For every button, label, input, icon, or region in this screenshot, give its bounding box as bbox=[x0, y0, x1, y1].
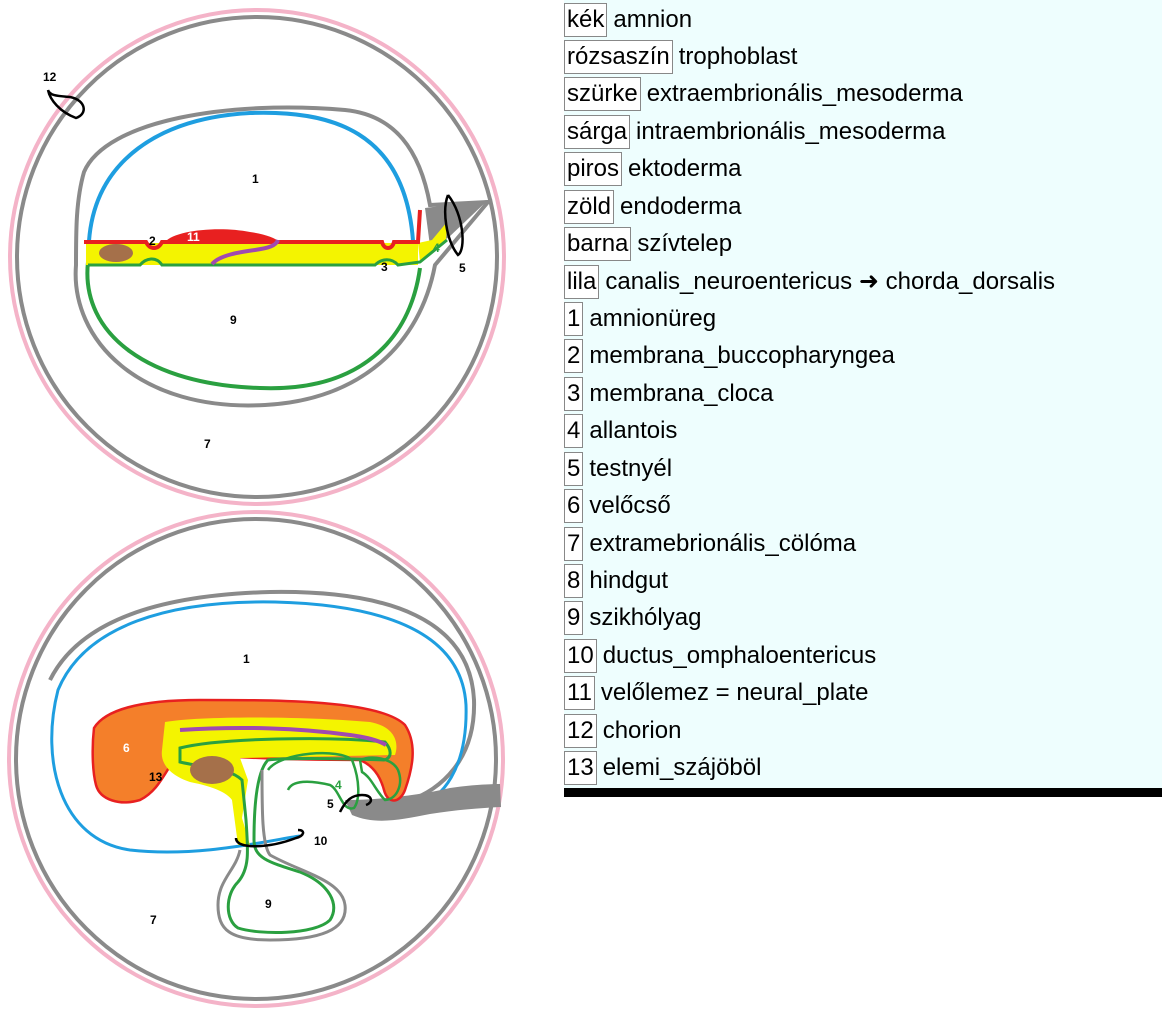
legend-key: 12 bbox=[564, 714, 597, 748]
legend-label: membrana_buccopharyngea bbox=[589, 342, 895, 369]
legend-row: 11 velőlemez = neural_plate bbox=[564, 673, 868, 710]
top-label-9: 9 bbox=[230, 313, 237, 327]
legend-key: 9 bbox=[564, 601, 583, 635]
embryo-diagram: 1 2 11 3 4 5 9 7 12 bbox=[0, 0, 564, 1018]
legend-key: kék bbox=[564, 3, 607, 37]
top-label-7: 7 bbox=[204, 437, 211, 451]
legend-row: 12 chorion bbox=[564, 711, 681, 748]
top-label-2: 2 bbox=[149, 234, 156, 248]
legend-label: elemi_szájöböl bbox=[603, 754, 762, 781]
legend-label: velőlemez = neural_plate bbox=[601, 679, 869, 706]
legend-label: membrana_cloca bbox=[589, 380, 773, 407]
legend-key: zöld bbox=[564, 190, 614, 224]
legend-key: 4 bbox=[564, 414, 583, 448]
top-label-5: 5 bbox=[459, 261, 466, 275]
legend-row: 2 membrana_buccopharyngea bbox=[564, 336, 895, 373]
legend-key: 5 bbox=[564, 452, 583, 486]
legend-panel: kék amnion rózsaszín trophoblast szürke ext… bbox=[564, 0, 1162, 791]
top-embryo: 1 2 11 3 4 5 9 7 12 bbox=[10, 10, 504, 504]
legend-row: 3 membrana_cloca bbox=[564, 374, 773, 411]
legend-key: 3 bbox=[564, 377, 583, 411]
legend-label: amnionüreg bbox=[589, 305, 716, 332]
legend-label: szikhólyag bbox=[589, 604, 701, 631]
legend-key: 6 bbox=[564, 489, 583, 523]
top-neural-plate bbox=[165, 229, 280, 242]
legend-label: velőcső bbox=[589, 492, 670, 519]
legend-label: testnyél bbox=[589, 455, 672, 482]
bottom-label-13: 13 bbox=[149, 770, 163, 784]
legend-label: ductus_omphaloentericus bbox=[603, 642, 877, 669]
legend-bottom-divider bbox=[564, 788, 1162, 797]
legend-row: 13 elemi_szájöböl bbox=[564, 748, 761, 785]
legend-label: trophoblast bbox=[679, 43, 798, 70]
legend-key: 13 bbox=[564, 751, 597, 785]
legend-row: 10 ductus_omphaloentericus bbox=[564, 636, 876, 673]
legend-key: barna bbox=[564, 227, 631, 261]
legend-row: 5 testnyél bbox=[564, 449, 672, 486]
legend-row: kék amnion bbox=[564, 0, 692, 37]
legend-label: intraembrionális_mesoderma bbox=[636, 118, 945, 145]
top-label-12: 12 bbox=[43, 70, 57, 84]
legend-key: lila bbox=[564, 265, 599, 299]
bottom-label-1: 1 bbox=[243, 652, 250, 666]
legend-key: 8 bbox=[564, 564, 583, 598]
top-label-3: 3 bbox=[381, 260, 388, 274]
legend-row: 7 extramebrionális_cölóma bbox=[564, 524, 856, 561]
bottom-label-6: 6 bbox=[123, 741, 130, 755]
legend-key: 10 bbox=[564, 639, 597, 673]
legend-key: rózsaszín bbox=[564, 40, 673, 74]
legend-label: hindgut bbox=[589, 567, 668, 594]
legend-row: zöld endoderma bbox=[564, 187, 741, 224]
legend-row: 4 allantois bbox=[564, 411, 677, 448]
top-intraembryonic-mesoderm bbox=[86, 243, 418, 265]
bottom-embryo: 1 6 13 4 5 10 9 7 bbox=[9, 512, 503, 1006]
legend-key: 1 bbox=[564, 302, 583, 336]
top-ectoderm bbox=[84, 210, 420, 248]
legend-row: 1 amnionüreg bbox=[564, 299, 716, 336]
bottom-label-4: 4 bbox=[335, 778, 342, 792]
legend-row: 6 velőcső bbox=[564, 486, 671, 523]
legend-key: sárga bbox=[564, 115, 630, 149]
bottom-label-10: 10 bbox=[314, 834, 328, 848]
top-label-1: 1 bbox=[252, 172, 259, 186]
legend-row: lila canalis_neuroentericus ➜ chorda_dors… bbox=[564, 262, 1055, 299]
legend-key: piros bbox=[564, 152, 622, 186]
bottom-allantois bbox=[268, 753, 358, 808]
legend-label: extramebrionális_cölóma bbox=[589, 530, 856, 557]
top-heart-primordium bbox=[99, 244, 133, 262]
legend-key: 7 bbox=[564, 527, 583, 561]
legend-key: 2 bbox=[564, 339, 583, 373]
legend-label: ektoderma bbox=[628, 155, 741, 182]
legend-row: rózsaszín trophoblast bbox=[564, 37, 797, 74]
legend-row: szürke extraembrionális_mesoderma bbox=[564, 74, 963, 111]
legend-row: sárga intraembrionális_mesoderma bbox=[564, 112, 946, 149]
legend-key: 11 bbox=[564, 676, 595, 710]
legend-row: piros ektoderma bbox=[564, 149, 741, 186]
legend-label: canalis_neuroentericus ➜ chorda_dorsalis bbox=[605, 268, 1055, 295]
legend-label: extraembrionális_mesoderma bbox=[647, 80, 963, 107]
legend-label: allantois bbox=[589, 417, 677, 444]
legend-label: endoderma bbox=[620, 193, 741, 220]
bottom-label-9: 9 bbox=[265, 897, 272, 911]
legend-label: amnion bbox=[613, 6, 692, 33]
bottom-label-5: 5 bbox=[327, 797, 334, 811]
bottom-label-7: 7 bbox=[150, 913, 157, 927]
legend-label: chorion bbox=[603, 717, 682, 744]
legend-row: 9 szikhólyag bbox=[564, 598, 701, 635]
top-label-4: 4 bbox=[433, 241, 440, 255]
bottom-heart-primordium bbox=[190, 756, 234, 784]
legend-row: barna szívtelep bbox=[564, 224, 732, 261]
top-label-11: 11 bbox=[187, 230, 200, 244]
legend-row: 8 hindgut bbox=[564, 561, 668, 598]
legend-key: szürke bbox=[564, 77, 641, 111]
bottom-connecting-stalk bbox=[345, 784, 501, 821]
legend-label: szívtelep bbox=[637, 230, 732, 257]
